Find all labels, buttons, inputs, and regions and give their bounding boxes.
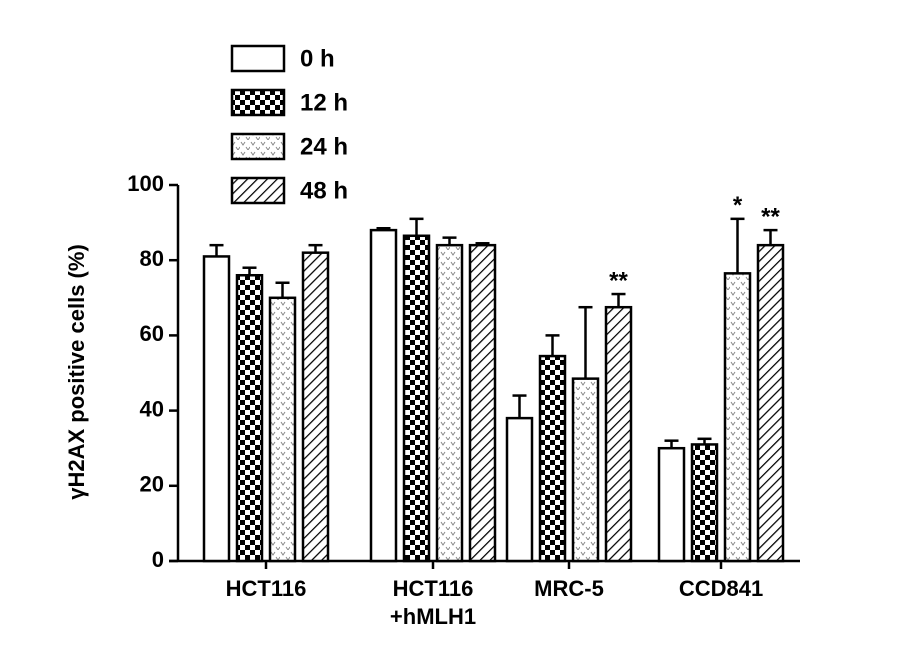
x-tick-label-box: HCT116 [225,576,307,601]
x-tick-label-box: MRC-5 [534,576,604,601]
legend-label: 0 h [300,45,335,72]
bar [369,228,398,563]
bar [235,273,264,563]
y-tick-label: 80 [140,246,164,271]
legend-label: 12 h [300,89,348,116]
x-tick-label-box: HCT116 +hMLH1 [389,576,477,629]
bar [657,446,686,563]
x-tick-label: MRC-5 [534,576,604,601]
x-tick-label: HCT116 +hMLH1 [389,576,477,629]
legend-label: 48 h [300,177,348,204]
y-tick-label: 40 [140,396,164,421]
significance-label: ** [609,267,628,294]
bar [402,234,431,563]
legend-swatch [230,44,286,73]
x-tick-label: HCT116 [225,576,307,601]
legend-swatch [230,88,286,117]
bar [202,255,231,563]
legend-swatch [230,132,286,161]
y-tick-label: 0 [152,547,164,572]
bar [756,243,785,563]
significance-label: * [733,192,743,219]
bar [468,243,497,563]
bar [604,305,633,563]
y-tick-label: 100 [127,171,164,196]
y-tick-label: 60 [140,321,164,346]
x-tick-label: CCD841 [678,576,764,601]
legend-swatch [230,176,286,205]
significance-label: ** [761,203,780,230]
y-tick-label: 20 [140,472,164,497]
bar [268,296,297,563]
bar [723,272,752,563]
legend-label: 24 h [300,133,348,160]
bar [301,251,330,563]
bar [505,416,534,563]
bar [538,354,567,563]
bar [571,377,600,563]
bar [690,443,719,563]
y-axis-label: γH2AX positive cells (%) [64,244,89,500]
bar [435,243,464,563]
x-tick-label-box: CCD841 [678,576,764,601]
